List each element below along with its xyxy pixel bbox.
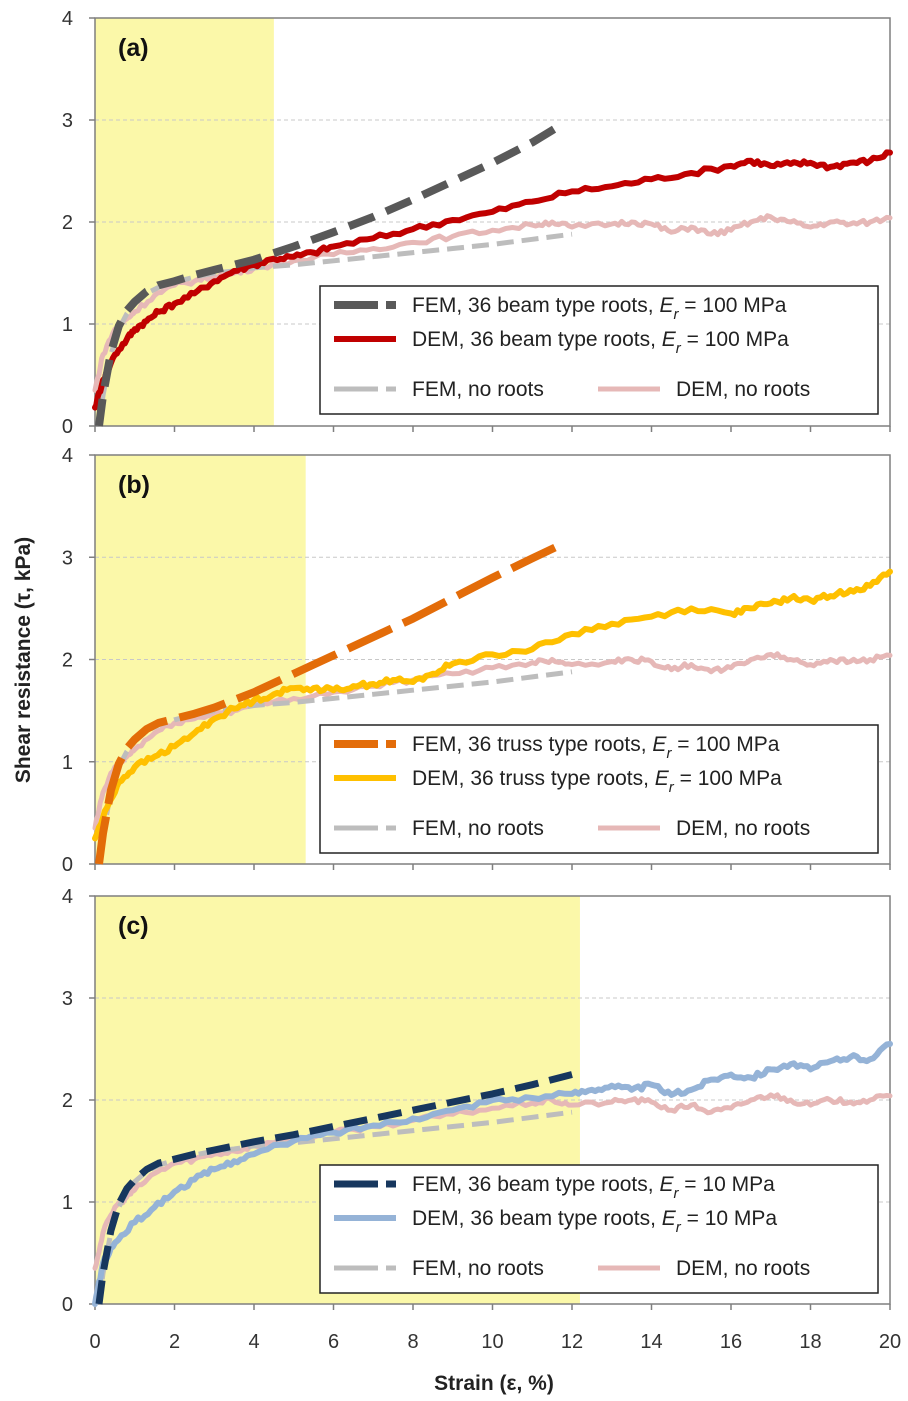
x-tick-label: 8	[407, 1331, 418, 1353]
legend-label: FEM, no roots	[412, 378, 544, 401]
chart-panel-b: 0 1 2 3 4 (b) FEM, 36 truss type roots, Er = 1…	[62, 445, 893, 876]
x-tick-label: 2	[169, 1331, 180, 1353]
series-line-dem-3	[92, 1092, 893, 1271]
legend-label: FEM, no roots	[412, 1257, 544, 1280]
y-tick-label: 0	[62, 854, 73, 876]
y-tick-label: 3	[62, 110, 73, 132]
legend-label: DEM, 36 truss type roots, Er = 100 MPa	[412, 767, 782, 796]
y-tick-label: 4	[62, 445, 73, 467]
legend: FEM, 36 beam type roots, Er = 10 MPa DEM,…	[319, 1164, 879, 1294]
highlight-band	[95, 18, 274, 426]
x-tick-label: 10	[481, 1331, 503, 1353]
legend-label: FEM, 36 beam type roots, Er = 100 MPa	[412, 294, 787, 323]
x-tick-label: 12	[561, 1331, 583, 1353]
legend-box	[319, 1164, 879, 1294]
legend-box	[319, 285, 879, 415]
x-tick-label: 20	[879, 1331, 901, 1353]
y-tick-label: 1	[62, 1192, 73, 1214]
legend-label: FEM, no roots	[412, 817, 544, 840]
series-line-dem-1	[92, 568, 893, 842]
x-tick-label: 6	[328, 1331, 339, 1353]
series-line-dem-3	[92, 651, 893, 831]
series-line-dem-1	[92, 1040, 893, 1307]
x-tick-label: 16	[720, 1331, 742, 1353]
legend-box	[319, 724, 879, 854]
legend: FEM, 36 beam type roots, Er = 100 MPa DEM…	[319, 285, 879, 415]
legend-label: DEM, no roots	[676, 1257, 810, 1280]
y-tick-label: 0	[62, 416, 73, 438]
x-tick-label: 18	[799, 1331, 821, 1353]
x-axis-title: Strain (ε, %)	[434, 1372, 554, 1395]
y-tick-label: 0	[62, 1294, 73, 1316]
x-tick-label: 4	[248, 1331, 259, 1353]
legend-label: FEM, 36 beam type roots, Er = 10 MPa	[412, 1173, 775, 1202]
y-tick-label: 4	[62, 8, 73, 30]
y-tick-label: 1	[62, 752, 73, 774]
series-line-fem-0	[95, 1071, 573, 1305]
legend: FEM, 36 truss type roots, Er = 100 MPa DE…	[319, 724, 879, 854]
legend-label: DEM, no roots	[676, 817, 810, 840]
y-tick-label: 3	[62, 988, 73, 1010]
y-tick-label: 1	[62, 314, 73, 336]
x-tick-label: 0	[89, 1331, 100, 1353]
series-line-dem-1	[92, 149, 893, 411]
chart-panel-a: 0 1 2 3 4 (a) FEM, 36 beam type roots, Er = 10…	[62, 8, 893, 438]
legend-label: DEM, 36 beam type roots, Er = 10 MPa	[412, 1207, 777, 1236]
y-tick-label: 2	[62, 212, 73, 234]
y-tick-label: 3	[62, 547, 73, 569]
series-line-dem-3	[92, 213, 893, 393]
y-axis-title: Shear resistance (τ, kPa)	[12, 537, 35, 783]
y-tick-label: 2	[62, 650, 73, 672]
legend-label: FEM, 36 truss type roots, Er = 100 MPa	[412, 733, 780, 762]
panel-label: (b)	[118, 471, 150, 499]
series-line-fem-0	[95, 543, 558, 865]
panel-label: (a)	[118, 34, 149, 62]
panel-label: (c)	[118, 912, 149, 940]
legend-label: DEM, no roots	[676, 378, 810, 401]
series-line-fem-0	[95, 119, 567, 427]
y-tick-label: 2	[62, 1090, 73, 1112]
x-tick-label: 14	[640, 1331, 662, 1353]
legend-label: DEM, 36 beam type roots, Er = 100 MPa	[412, 328, 789, 357]
y-tick-label: 4	[62, 886, 73, 908]
